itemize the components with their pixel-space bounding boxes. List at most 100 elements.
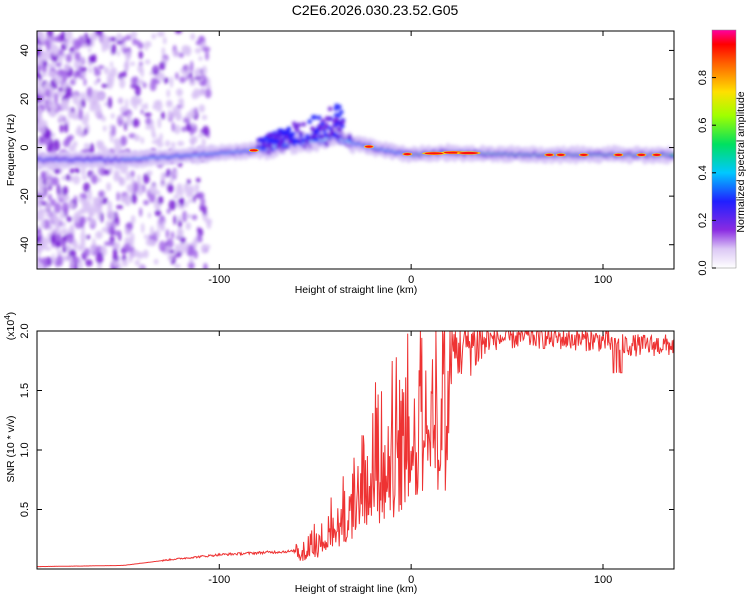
noise-speck <box>37 44 43 49</box>
spectrogram-panel: -100 0 100 -40 -20 0 20 40 Height of straight l… <box>5 30 675 296</box>
noise-speck <box>37 115 43 122</box>
ridge-burst <box>327 106 333 112</box>
noise-speck <box>142 249 149 259</box>
spectrogram-ytick-label: 40 <box>19 44 31 56</box>
noise-speck <box>46 39 51 51</box>
noise-speck <box>140 104 148 109</box>
noise-speck <box>63 99 69 109</box>
noise-speck <box>182 210 188 223</box>
noise-speck <box>198 133 204 138</box>
colorbar: 0.0 0.2 0.4 0.6 0.8 Normalized spectral ampl… <box>697 29 747 276</box>
ridge-burst <box>340 119 345 125</box>
noise-speck <box>76 100 83 111</box>
noise-speck <box>204 88 212 99</box>
noise-speck <box>150 119 155 128</box>
noise-speck <box>193 238 198 249</box>
noise-speck <box>157 117 162 129</box>
snr-xlabel: Height of straight line (km) <box>295 583 418 595</box>
noise-speck <box>185 222 192 230</box>
noise-speck <box>37 120 44 129</box>
ridge-burst <box>260 145 266 151</box>
noise-speck <box>153 100 162 106</box>
hotspot-core <box>637 153 646 156</box>
noise-speck <box>73 72 78 79</box>
noise-speck <box>72 93 79 105</box>
noise-speck <box>174 243 179 254</box>
noise-speck <box>92 196 98 204</box>
noise-speck <box>116 50 121 57</box>
noise-speck <box>126 183 134 193</box>
snr-ylabel: SNR (10 * v/v) <box>5 415 17 482</box>
noise-speck <box>119 115 124 120</box>
noise-speck <box>62 185 69 196</box>
noise-speck <box>173 215 177 225</box>
noise-speck <box>97 65 105 70</box>
noise-speck <box>160 111 166 120</box>
noise-speck <box>190 33 196 41</box>
noise-speck <box>85 37 92 44</box>
noise-speck <box>130 76 137 86</box>
noise-speck <box>82 175 87 181</box>
noise-speck <box>201 137 206 150</box>
noise-speck <box>165 229 170 239</box>
noise-speck <box>77 51 81 63</box>
noise-speck <box>62 115 66 123</box>
ridge-burst <box>319 134 325 139</box>
spectrogram-frame <box>36 30 675 270</box>
ridge-burst <box>332 118 337 124</box>
noise-speck <box>37 260 41 269</box>
noise-speck <box>120 195 125 203</box>
noise-speck <box>68 144 76 153</box>
noise-speck <box>123 121 128 131</box>
noise-speck <box>175 186 179 198</box>
noise-speck <box>189 256 194 264</box>
noise-speck <box>104 241 112 246</box>
noise-speck <box>37 78 42 90</box>
noise-speck <box>179 197 185 207</box>
ridge-burst <box>291 131 296 137</box>
noise-speck <box>111 36 117 42</box>
noise-speck <box>195 184 199 194</box>
ridge-burst <box>309 134 315 140</box>
noise-speck <box>205 51 209 61</box>
noise-speck <box>202 205 207 216</box>
noise-speck <box>69 261 74 269</box>
noise-speck <box>94 68 101 77</box>
ridge-burst <box>304 133 310 139</box>
noise-speck <box>129 61 136 66</box>
noise-speck <box>178 187 184 197</box>
noise-speck <box>65 245 72 251</box>
noise-speck <box>183 184 190 193</box>
noise-speck <box>146 170 153 176</box>
noise-speck <box>109 236 115 244</box>
noise-speck <box>72 175 81 185</box>
colorbar-tick-label: 0.0 <box>697 260 709 275</box>
noise-speck <box>202 46 211 53</box>
noise-speck <box>136 174 142 184</box>
noise-speck <box>187 185 195 195</box>
noise-speck <box>54 202 62 214</box>
noise-speck <box>206 220 212 230</box>
noise-speck <box>113 259 117 269</box>
noise-speck <box>40 257 49 266</box>
noise-speck <box>59 124 64 133</box>
noise-speck <box>60 43 67 51</box>
ridge-burst <box>339 123 345 129</box>
noise-speck <box>107 200 113 212</box>
noise-speck <box>54 216 61 228</box>
ridge-burst <box>263 135 269 141</box>
noise-speck <box>47 63 53 69</box>
noise-speck <box>133 134 141 142</box>
noise-speck <box>185 123 192 132</box>
noise-speck <box>143 173 150 185</box>
colorbar-tick-label: 0.6 <box>697 118 709 133</box>
noise-speck <box>178 220 182 228</box>
noise-speck <box>60 31 66 41</box>
noise-speck <box>46 31 54 38</box>
noise-speck <box>83 182 91 193</box>
ridge-burst <box>300 137 306 143</box>
noise-speck <box>37 111 40 118</box>
noise-speck <box>89 247 95 254</box>
spectrogram-xlabel: Height of straight line (km) <box>295 284 418 296</box>
noise-speck <box>125 98 129 110</box>
